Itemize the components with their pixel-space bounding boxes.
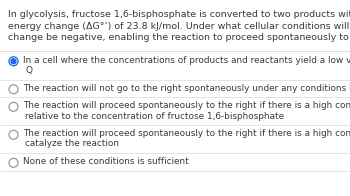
Circle shape — [9, 57, 18, 66]
Circle shape — [9, 85, 18, 94]
Text: catalyze the reaction: catalyze the reaction — [25, 140, 119, 149]
Text: change be negative, enabling the reaction to proceed spontaneously to form produ: change be negative, enabling the reactio… — [8, 33, 350, 42]
Text: Q: Q — [25, 66, 32, 75]
Text: In a cell where the concentrations of products and reactants yield a low value o: In a cell where the concentrations of pr… — [23, 55, 350, 64]
Circle shape — [9, 102, 18, 111]
Text: The reaction will proceed spontaneously to the right if there is a high concentr: The reaction will proceed spontaneously … — [23, 101, 350, 110]
Circle shape — [11, 59, 16, 64]
Circle shape — [9, 158, 18, 167]
Circle shape — [9, 130, 18, 139]
Text: The reaction will not go to the right spontaneously under any conditions because: The reaction will not go to the right sp… — [23, 83, 350, 93]
Text: The reaction will proceed spontaneously to the right if there is a high concentr: The reaction will proceed spontaneously … — [23, 129, 350, 138]
Text: relative to the concentration of fructose 1,6-bisphosphate: relative to the concentration of fructos… — [25, 112, 284, 121]
Text: energy change (ΔG°’) of 23.8 kJ/mol. Under what cellular conditions will the fre: energy change (ΔG°’) of 23.8 kJ/mol. Und… — [8, 22, 350, 31]
Text: In glycolysis, fructose 1,6-bisphosphate is converted to two products with a sta: In glycolysis, fructose 1,6-bisphosphate… — [8, 10, 350, 19]
Text: None of these conditions is sufficient: None of these conditions is sufficient — [23, 157, 189, 166]
